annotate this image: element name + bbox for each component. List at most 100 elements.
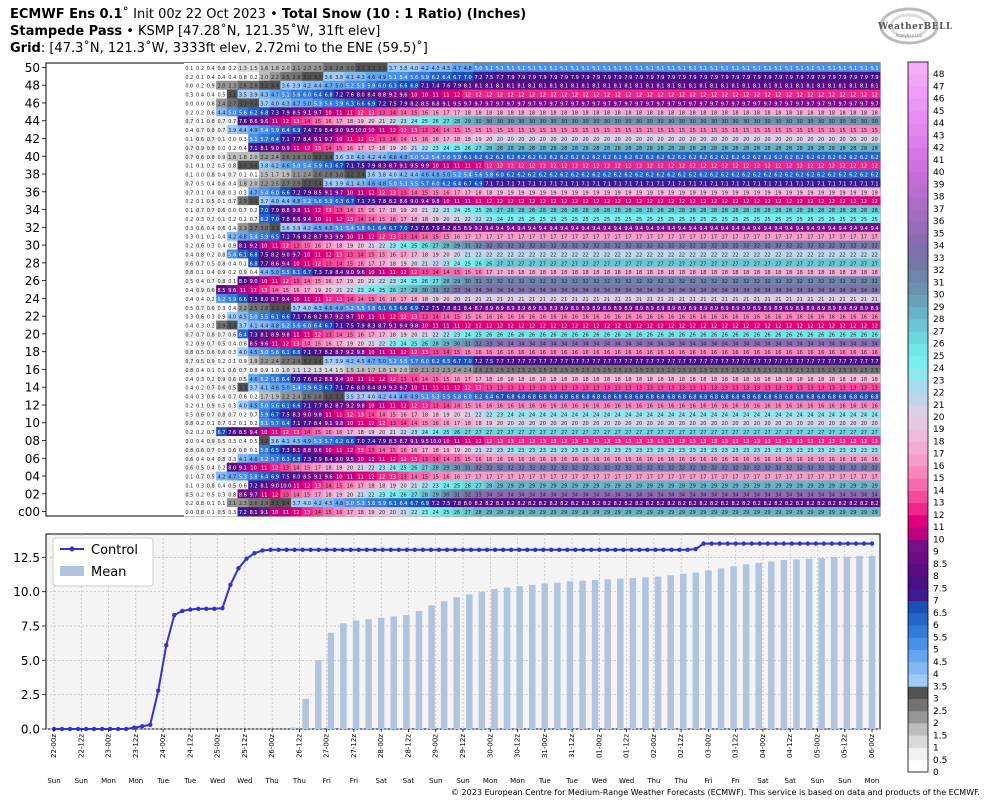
heatmap-cell-value: 0.8 <box>185 350 193 356</box>
heatmap-cell-value: 24 <box>400 279 406 285</box>
heatmap-cell-value: 7.1 <box>528 181 536 187</box>
heatmap-cell-value: 9.7 <box>764 101 772 107</box>
heatmap-cell-value: 28 <box>807 146 813 152</box>
heatmap-cell-value: 12 <box>325 252 331 258</box>
heatmap-cell-value: 1.0 <box>271 368 279 374</box>
heatmap-cell-value: 16 <box>357 261 363 267</box>
heatmap-cell-value: 26 <box>754 332 760 338</box>
heatmap-cell-value: 0.8 <box>239 75 247 81</box>
heatmap-cell-value: 7.9 <box>507 75 515 81</box>
heatmap-cell-value: 22 <box>647 252 653 258</box>
heatmap-cell-value: 7.9 <box>657 75 665 81</box>
heatmap-cell-value: 5.9 <box>421 75 429 81</box>
heatmap-cell-value: 18 <box>561 110 567 116</box>
heatmap-cell-value: 2.7 <box>282 181 290 187</box>
heatmap-cell-value: 13 <box>325 208 331 214</box>
heatmap-cell-value: 13 <box>657 386 663 392</box>
heatmap-cell-value: 6.8 <box>260 110 268 116</box>
heatmap-cell <box>794 98 806 108</box>
heatmap-cell-value: 0.7 <box>239 368 247 374</box>
heatmap-cell-value: 0.4 <box>207 66 215 72</box>
heatmap-cell-value: 18 <box>818 270 824 276</box>
heatmap-cell-value: 9.7 <box>485 101 493 107</box>
heatmap-cell-value: 13 <box>797 386 803 392</box>
heatmap-cell-value: 18 <box>689 377 695 383</box>
heatmap-cell-value: 12 <box>743 199 749 205</box>
heatmap-cell-value: 24 <box>368 288 374 294</box>
heatmap-cell-value: 7.8 <box>442 306 450 312</box>
heatmap-cell-value: 18 <box>711 270 717 276</box>
heatmap-cell-value: 30 <box>668 119 674 125</box>
heatmap-cell-value: 3.6 <box>325 75 333 81</box>
heatmap-cell-value: 7.1 <box>603 181 611 187</box>
heatmap-cell-value: 10 <box>368 270 374 276</box>
heatmap-cell <box>376 116 388 126</box>
heatmap-cell <box>184 98 196 108</box>
heatmap-cell-value: 32 <box>518 279 524 285</box>
heatmap-cell <box>847 80 859 90</box>
heatmap-cell-value: 20 <box>679 137 685 143</box>
heatmap-cell-value: 17 <box>411 252 417 258</box>
heatmap-cell-value: 14 <box>443 270 449 276</box>
heatmap-cell-value: 0.0 <box>196 173 204 179</box>
heatmap-cell-value: 34 <box>647 341 653 347</box>
heatmap-cell <box>783 63 795 73</box>
heatmap-cell-value: 8.1 <box>239 244 247 250</box>
heatmap-cell-value: 26 <box>604 332 610 338</box>
heatmap-cell-value: 18 <box>486 190 492 196</box>
heatmap-cell-value: 9.7 <box>871 101 879 107</box>
heatmap-cell-value: 5.0 <box>410 155 418 161</box>
heatmap-cell-value: 13 <box>689 386 695 392</box>
heatmap-cell-value: 22 <box>700 252 706 258</box>
heatmap-cell-value: 6.2 <box>689 155 697 161</box>
heatmap-cell-value: 5.9 <box>228 297 236 303</box>
heatmap-cell-value: 0.2 <box>185 217 193 223</box>
heatmap-cell-value: 9.4 <box>635 226 643 232</box>
heatmap-cell-value: 16 <box>529 315 535 321</box>
heatmap-cell-value: 13 <box>754 386 760 392</box>
heatmap-cell-value: 34 <box>518 341 524 347</box>
heatmap-cell <box>772 98 784 108</box>
heatmap-cell-value: 16 <box>807 315 813 321</box>
heatmap-cell-value: 2.4 <box>464 368 472 374</box>
heatmap-cell-value: 20 <box>411 332 417 338</box>
heatmap-cell-value: 20 <box>657 137 663 143</box>
heatmap-cell-value: 30 <box>550 119 556 125</box>
heatmap-cell-value: 2.4 <box>303 173 311 179</box>
heatmap-cell-value: 0.9 <box>239 359 247 365</box>
heatmap-cell-value: 7.1 <box>657 181 665 187</box>
heatmap-cell <box>762 116 774 126</box>
heatmap-cell-value: 4.0 <box>410 66 418 72</box>
heatmap-cell <box>762 63 774 73</box>
heatmap-cell-value: 7.9 <box>731 75 739 81</box>
heatmap-cell-value: 12 <box>315 208 321 214</box>
heatmap-cell-value: 0.8 <box>185 270 193 276</box>
heatmap-cell-value: 2.5 <box>796 368 804 374</box>
heatmap-cell-value: 4.3 <box>260 93 268 99</box>
heatmap-cell-value: 27 <box>818 261 824 267</box>
heatmap-cell-value: 16 <box>357 332 363 338</box>
heatmap-cell-value: 0.6 <box>207 306 215 312</box>
heatmap-cell-value: 17 <box>572 235 578 241</box>
heatmap-cell-value: 32 <box>518 244 524 250</box>
heatmap-cell-value: 7.5 <box>485 359 493 365</box>
heatmap-cell-value: 34 <box>829 341 835 347</box>
heatmap-cell-value: 14 <box>411 190 417 196</box>
heatmap-cell <box>537 107 549 117</box>
heatmap-cell-value: 3.3 <box>271 226 279 232</box>
heatmap-cell-value: 0.7 <box>218 119 226 125</box>
heatmap-cell-value: 32 <box>572 279 578 285</box>
heatmap-cell-value: 7.7 <box>260 261 268 267</box>
heatmap-cell-value: 6.2 <box>667 173 675 179</box>
heatmap-cell-value: 28 <box>657 146 663 152</box>
heatmap-cell <box>408 125 420 135</box>
heatmap-cell-value: 0.4 <box>185 324 193 330</box>
heatmap-cell-value: 6.8 <box>592 395 600 401</box>
heatmap-cell-value: 27 <box>604 261 610 267</box>
heatmap-cell-value: 0.2 <box>218 359 226 365</box>
heatmap-cell-value: 19 <box>722 190 728 196</box>
heatmap-cell-value: 16 <box>604 350 610 356</box>
heatmap-cell-value: 7.9 <box>871 75 879 81</box>
heatmap-cell-value: 8.8 <box>432 101 440 107</box>
heatmap-cell-value: 12 <box>561 164 567 170</box>
